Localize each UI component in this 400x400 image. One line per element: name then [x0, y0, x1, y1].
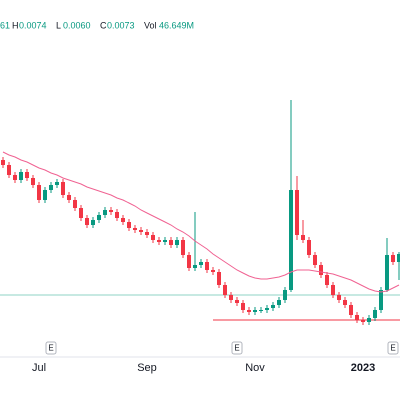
candle-body [307, 240, 311, 255]
header-value: 46.649M [159, 20, 194, 30]
candle-body [271, 305, 275, 308]
candle-body [49, 185, 53, 190]
candle-body [1, 160, 5, 165]
header-value: 0.0060 [63, 20, 91, 30]
candle-body [397, 254, 400, 262]
candle-body [25, 172, 29, 178]
candle-body [121, 218, 125, 222]
candle-body [127, 222, 131, 228]
candle-body [199, 262, 203, 265]
candle-body [295, 190, 299, 235]
candle-body [91, 220, 95, 225]
candle-body [391, 255, 395, 262]
x-tick-label: 2023 [351, 362, 375, 374]
candle-body [145, 232, 149, 235]
candle-body [337, 295, 341, 300]
candle-body [247, 310, 251, 312]
header: 61 [0, 20, 10, 30]
candle-body [109, 210, 113, 212]
candle-body [115, 212, 119, 218]
candle-body [379, 290, 383, 310]
candle-body [157, 240, 161, 242]
candle-body [289, 190, 293, 290]
candle-body [187, 255, 191, 268]
x-tick-label: Sep [137, 362, 157, 374]
header-key: Vol [144, 20, 157, 30]
candle-body [79, 208, 83, 218]
candle-body [241, 303, 245, 310]
candle-body [175, 240, 179, 245]
candle-body [253, 310, 257, 312]
candle-body [277, 300, 281, 305]
header-key: H [12, 20, 19, 30]
candle-body [361, 320, 365, 322]
x-tick-label: Nov [245, 362, 265, 374]
header-value: 0.0074 [19, 20, 47, 30]
candle-body [265, 308, 269, 310]
header-value: 0.0073 [107, 20, 135, 30]
candle-body [31, 178, 35, 185]
x-tick-label: Jul [32, 362, 46, 374]
header-key: C [100, 20, 107, 30]
candle-body [355, 315, 359, 320]
candle-body [331, 285, 335, 295]
event-label: E [390, 344, 395, 353]
candle-body [169, 240, 173, 245]
candle-body [229, 295, 233, 300]
candle-body [43, 190, 47, 200]
candle-body [7, 165, 11, 175]
candle-body [97, 215, 101, 220]
candle-body [37, 185, 41, 200]
candle-body [259, 310, 263, 311]
candle-body [367, 318, 371, 322]
candle-body [319, 265, 323, 275]
candle-body [325, 275, 329, 285]
candle-body [385, 255, 389, 290]
candle-body [103, 210, 107, 215]
header-prefix: 61 [0, 20, 10, 30]
candle-body [55, 182, 59, 185]
candle-body [163, 240, 167, 242]
header-key: L [56, 20, 61, 30]
candle-body [85, 218, 89, 225]
candle-body [61, 182, 65, 195]
candle-body [217, 272, 221, 285]
candle-body [73, 200, 77, 208]
candle-body [283, 290, 287, 300]
candle-body [139, 230, 143, 232]
candle-body [301, 235, 305, 240]
candle-body [223, 285, 227, 295]
candle-body [205, 262, 209, 270]
candle-body [193, 265, 197, 268]
candle-body [373, 310, 377, 318]
candle-body [313, 255, 317, 265]
event-marker[interactable] [45, 341, 57, 355]
candle-body [151, 235, 155, 240]
event-label: E [234, 344, 239, 353]
event-marker[interactable] [231, 341, 243, 355]
candle-body [133, 228, 137, 230]
candle-body [235, 300, 239, 303]
candle-body [19, 172, 23, 180]
candle-body [181, 240, 185, 255]
candle-body [13, 175, 17, 180]
event-label: E [48, 344, 53, 353]
event-marker[interactable] [387, 341, 399, 355]
candle-body [211, 270, 215, 272]
candle-body [343, 300, 347, 305]
moving-average [2, 151, 400, 293]
candle-body [67, 195, 71, 200]
candle-body [349, 305, 353, 315]
